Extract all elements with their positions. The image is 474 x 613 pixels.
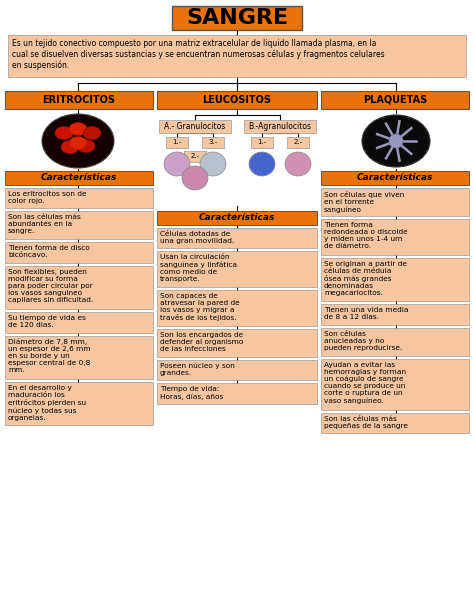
Ellipse shape [83,126,101,140]
Text: Características: Características [41,173,117,183]
FancyBboxPatch shape [166,137,188,148]
FancyBboxPatch shape [157,329,317,357]
Text: Tienen forma
redondeada o discoide
y miden unos 1-4 um
de diámetro.: Tienen forma redondeada o discoide y mid… [324,222,408,249]
Text: Es un tejido conectivo compuesto por una matriz extracelular de liquido llamada : Es un tejido conectivo compuesto por una… [12,39,384,70]
Text: 2.-: 2.- [191,153,200,159]
Text: ERITROCITOS: ERITROCITOS [43,95,116,105]
Text: En el desarrollo y
maduración los
eritrócitos pierden su
núcleo y todas sus
orga: En el desarrollo y maduración los eritró… [8,385,86,421]
Text: A.- Granulocitos: A.- Granulocitos [164,122,226,131]
Ellipse shape [362,115,430,167]
FancyBboxPatch shape [244,120,316,133]
FancyBboxPatch shape [5,312,153,333]
Text: 3.-: 3.- [209,140,218,145]
Ellipse shape [69,123,87,135]
Ellipse shape [69,137,87,150]
Text: LEUCOSITOS: LEUCOSITOS [202,95,272,105]
FancyBboxPatch shape [5,211,153,240]
FancyBboxPatch shape [184,151,206,162]
Text: Tienen forma de disco
bicóncavo.: Tienen forma de disco bicóncavo. [8,245,90,259]
Text: Células dotadas de
una gran movilidad.: Células dotadas de una gran movilidad. [160,231,234,244]
Text: SANGRE: SANGRE [186,8,288,28]
Ellipse shape [164,152,190,176]
FancyBboxPatch shape [5,188,153,208]
FancyBboxPatch shape [5,171,153,185]
FancyBboxPatch shape [321,219,469,255]
Text: PLAQUETAS: PLAQUETAS [363,95,427,105]
Text: Los eritrocitos son de
color rojo.: Los eritrocitos son de color rojo. [8,191,86,204]
Text: Son las células más
abundantes en la
sangre.: Son las células más abundantes en la san… [8,215,81,234]
Ellipse shape [389,134,403,148]
Text: Ayudan a evitar las
hemorragias y forman
un coágulo de sangre
cuando se produce : Ayudan a evitar las hemorragias y forman… [324,362,406,404]
FancyBboxPatch shape [172,6,302,30]
FancyBboxPatch shape [5,91,153,109]
Text: Son flexibles, pueden
modificar su forma
para poder circular por
los vasos sangu: Son flexibles, pueden modificar su forma… [8,268,93,303]
FancyBboxPatch shape [321,171,469,185]
FancyBboxPatch shape [5,242,153,263]
Ellipse shape [77,140,95,153]
Ellipse shape [42,114,114,168]
Ellipse shape [200,152,226,176]
FancyBboxPatch shape [5,382,153,425]
FancyBboxPatch shape [202,137,224,148]
Text: Tienen una vida media
de 8 a 12 dias.: Tienen una vida media de 8 a 12 dias. [324,307,409,320]
FancyBboxPatch shape [321,91,469,109]
Ellipse shape [55,126,73,140]
Text: 1.-: 1.- [173,140,182,145]
FancyBboxPatch shape [157,91,317,109]
Ellipse shape [285,152,311,176]
Text: Tiempo de vida:
Horas, días, años: Tiempo de vida: Horas, días, años [160,386,223,400]
Text: Son las células más
pequeñas de la sangre: Son las células más pequeñas de la sangr… [324,416,408,428]
FancyBboxPatch shape [5,266,153,309]
Text: B.-Agranulocitos: B.-Agranulocitos [248,122,311,131]
FancyBboxPatch shape [321,188,469,216]
Text: Son células que viven
en el torrente
sanguíneo: Son células que viven en el torrente san… [324,191,404,213]
FancyBboxPatch shape [321,327,469,356]
Text: Características: Características [357,173,433,183]
FancyBboxPatch shape [159,120,231,133]
Text: Usan la circulación
sanguínea y linfática
como medio de
transporte.: Usan la circulación sanguínea y linfátic… [160,254,237,282]
Text: Diámetro de 7,8 mm,
un espesor de 2,6 mm
en su borde y un
espesor central de 0,8: Diámetro de 7,8 mm, un espesor de 2,6 mm… [8,338,91,373]
Text: Son los encargados de
defender al organismo
de las infecciones: Son los encargados de defender al organi… [160,332,243,352]
FancyBboxPatch shape [157,290,317,326]
Text: Características: Características [199,213,275,223]
FancyBboxPatch shape [157,360,317,380]
Ellipse shape [61,140,79,153]
FancyBboxPatch shape [8,35,466,77]
FancyBboxPatch shape [321,304,469,325]
Text: 2.-: 2.- [293,140,302,145]
FancyBboxPatch shape [321,413,469,433]
FancyBboxPatch shape [157,228,317,248]
Text: Poseen núcleo y son
grandes.: Poseen núcleo y son grandes. [160,363,235,376]
FancyBboxPatch shape [157,211,317,225]
Text: 1.-: 1.- [257,140,266,145]
Ellipse shape [182,166,208,190]
FancyBboxPatch shape [251,137,273,148]
FancyBboxPatch shape [157,251,317,287]
FancyBboxPatch shape [157,383,317,403]
FancyBboxPatch shape [321,258,469,301]
Text: Su tiempo de vida es
de 120 dias.: Su tiempo de vida es de 120 dias. [8,315,86,328]
Text: Son células
anucleadas y no
pueden reproducirse.: Son células anucleadas y no pueden repro… [324,330,402,351]
FancyBboxPatch shape [5,335,153,379]
Text: Son capaces de
atravesar la pared de
los vasos y migrar a
través de los tejidos.: Son capaces de atravesar la pared de los… [160,293,240,321]
Ellipse shape [249,152,275,176]
Text: Se originan a partir de
células de médula
ósea más grandes
denominadas
megacario: Se originan a partir de células de médul… [324,261,407,296]
FancyBboxPatch shape [321,359,469,409]
FancyBboxPatch shape [287,137,309,148]
